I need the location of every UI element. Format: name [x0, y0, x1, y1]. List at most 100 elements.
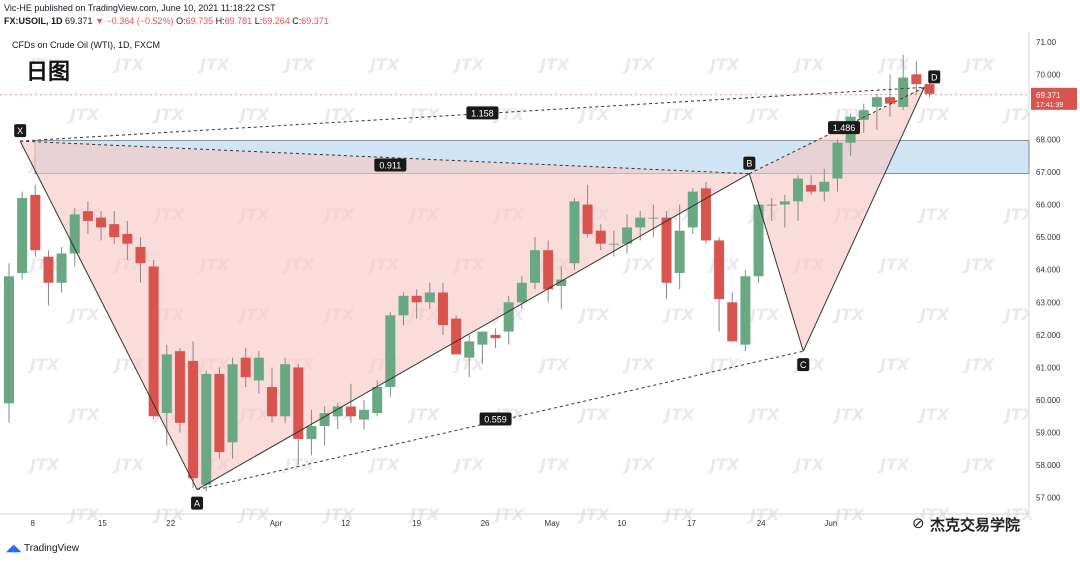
watermark-logo: JTX: [877, 255, 910, 274]
watermark-logo: JTX: [917, 105, 950, 124]
watermark-logo: JTX: [917, 205, 950, 224]
watermark-logo: JTX: [197, 55, 230, 74]
low-label: L:: [254, 16, 263, 26]
watermark-logo: JTX: [662, 405, 695, 424]
watermark-logo: JTX: [282, 55, 315, 74]
y-tick-label: 66.000: [1036, 201, 1061, 210]
ratio-label-box: [374, 158, 407, 172]
watermark-logo: JTX: [452, 455, 485, 474]
watermark-logo: JTX: [322, 105, 355, 124]
ac-ratio-line: [196, 350, 804, 491]
axis-labels: 57.000 58.000 59.000 60.000 61.000 62.000 63.0…: [0, 38, 1077, 528]
candle-body: [687, 191, 698, 228]
x-tick-label: 12: [341, 519, 350, 528]
watermark-logo: JTX: [537, 55, 570, 74]
candle-body: [135, 246, 146, 264]
watermark-logo: JTX: [962, 455, 995, 474]
y-tick-label: 67.000: [1036, 168, 1061, 177]
price-change: −0.364 (−0.52%): [106, 16, 174, 26]
candle-body: [727, 302, 738, 342]
watermark-logo: JTX: [877, 355, 910, 374]
candle-body: [714, 240, 725, 300]
point-label-box: [743, 156, 756, 170]
point-label-box: [928, 70, 941, 84]
candle-body: [201, 373, 212, 485]
candle-body: [464, 341, 475, 358]
watermark-logo: JTX: [622, 255, 655, 274]
x-tick-label: 22: [166, 519, 175, 528]
watermark-logo: JTX: [237, 105, 270, 124]
point-label-a: A: [194, 499, 200, 509]
candle-body: [319, 413, 330, 427]
y-tick-label: 62.000: [1036, 331, 1061, 340]
candle-body: [885, 97, 896, 104]
x-tick-label: 15: [98, 519, 107, 528]
watermark-logo: JTX: [112, 55, 145, 74]
close-value: 69.371: [301, 16, 329, 26]
watermark-logo: JTX: [747, 305, 780, 324]
candle-body: [530, 250, 540, 283]
ohlc-line: FX:USOIL, 1D 69.371 ▼ −0.364 (−0.52%) O:…: [4, 16, 329, 26]
candle-body: [293, 367, 304, 440]
y-tick-label: 59.000: [1036, 429, 1061, 438]
candle-body: [898, 77, 909, 107]
watermark-logo: JTX: [962, 55, 995, 74]
pattern-labels: X A B C D 1.158 0.911 1.486 0.559: [14, 70, 941, 510]
candle-body: [345, 406, 356, 417]
candle-layer: [4, 54, 935, 492]
cd-leg: [802, 87, 925, 352]
x-tick-label: 26: [481, 519, 490, 528]
candle-body: [30, 194, 41, 251]
x-tick-label: Apr: [270, 519, 283, 528]
watermark-logo: JTX: [747, 105, 780, 124]
y-tick-label: 58.000: [1036, 461, 1061, 470]
y-tick-label: 71.00: [1036, 38, 1057, 47]
point-label-d: D: [931, 72, 938, 82]
candle-body: [43, 256, 54, 283]
watermark-logo: JTX: [962, 255, 995, 274]
watermark-logo: JTX: [27, 55, 60, 74]
watermark-logo: JTX: [577, 105, 610, 124]
watermark-logo: JTX: [792, 55, 825, 74]
point-label-box: [797, 358, 810, 372]
price-tag-value: 69.371: [1036, 91, 1061, 100]
ab-leg: [196, 173, 750, 491]
watermark-logo: JTX: [662, 105, 695, 124]
candle-body: [122, 233, 133, 244]
point-label-x: X: [17, 126, 23, 136]
watermark-logo: JTX: [832, 405, 865, 424]
candle-body: [753, 204, 764, 277]
candle-body: [858, 110, 869, 120]
candle-body: [700, 188, 711, 241]
watermark-logo: JTX: [367, 55, 400, 74]
candle-body: [766, 204, 777, 206]
watermark-logo: JTX: [1002, 405, 1035, 424]
ratio-label: 1.158: [471, 108, 494, 118]
candle-body: [253, 357, 264, 381]
point-label-box: [14, 124, 27, 138]
watermark-logo: JTX: [67, 305, 100, 324]
candle-body: [490, 334, 501, 339]
publisher-line: Vic-HE published on TradingView.com, Jun…: [4, 3, 276, 13]
watermark-logo: JTX: [452, 55, 485, 74]
point-label-box: [191, 496, 204, 510]
candle-body: [608, 243, 619, 245]
y-tick-label: 64.000: [1036, 266, 1061, 275]
candle-body: [280, 364, 291, 417]
xb-ratio-line: [20, 140, 750, 175]
candle-body: [740, 276, 751, 345]
open-value: 69.735: [185, 16, 214, 26]
watermark-logo: JTX: [707, 455, 740, 474]
xab-triangle: [20, 141, 750, 490]
x-tick-label: 10: [617, 519, 626, 528]
change-arrow-icon: ▼: [95, 16, 104, 26]
watermark-logo: JTX: [917, 305, 950, 324]
candle-body: [661, 217, 672, 283]
candle-body: [503, 302, 514, 332]
watermark-logo: JTX: [537, 455, 570, 474]
watermark-logo: JTX: [27, 355, 60, 374]
candle-body: [911, 74, 922, 85]
tradingview-logo[interactable]: ◢◣ TradingView: [6, 543, 79, 554]
watermark-logo: JTX: [112, 455, 145, 474]
